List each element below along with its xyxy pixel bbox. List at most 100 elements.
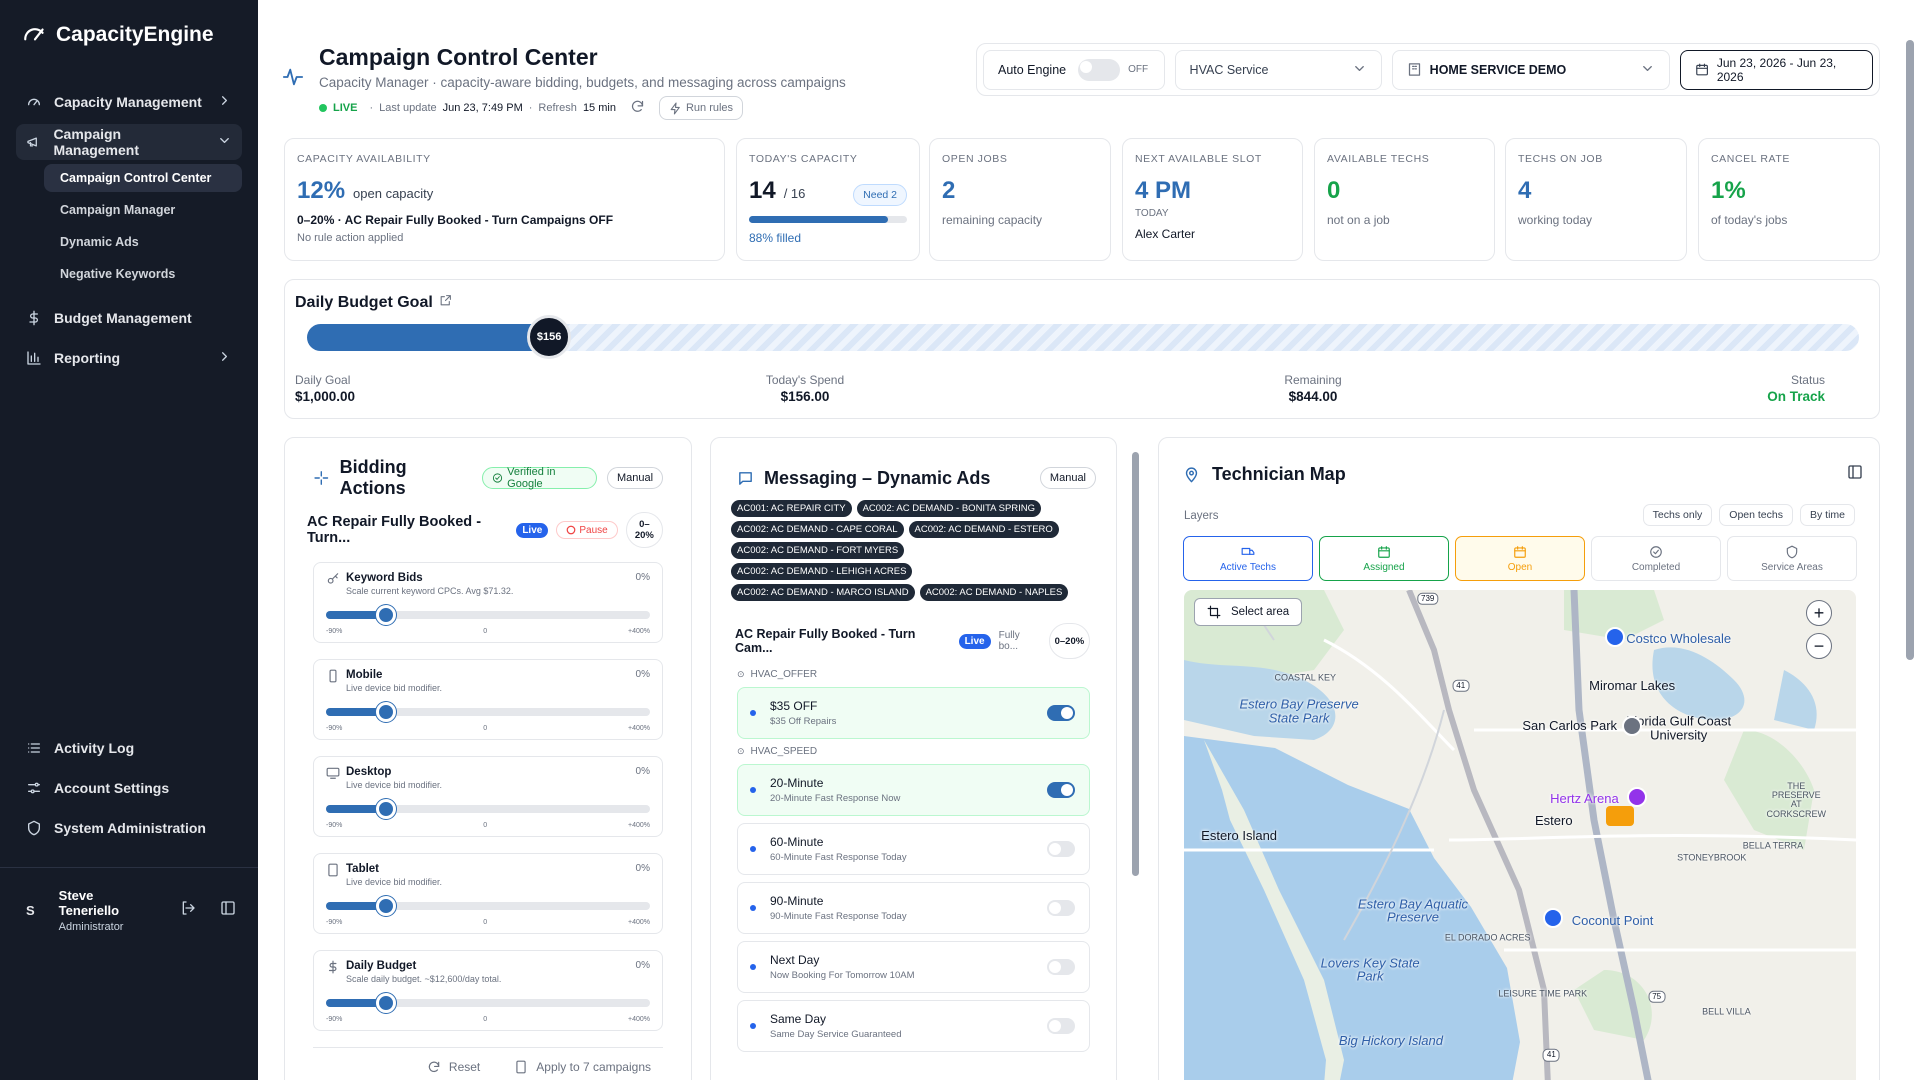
- tech-truck[interactable]: [1605, 805, 1634, 826]
- layer-button[interactable]: Service Areas: [1727, 536, 1857, 581]
- nav-item[interactable]: System Administration: [16, 810, 242, 846]
- icon: [28, 98, 40, 106]
- layer-button[interactable]: Open: [1455, 536, 1585, 581]
- zoom-button[interactable]: −: [1806, 633, 1832, 659]
- toggle[interactable]: [1047, 1018, 1075, 1034]
- last-update-label: Last update: [379, 102, 437, 114]
- mode: Manual: [606, 467, 664, 489]
- panel-title: Messaging – Dynamic Ads: [764, 467, 991, 488]
- collapse[interactable]: [220, 900, 236, 921]
- zoom-button[interactable]: +: [1806, 600, 1832, 626]
- sub-nav-item[interactable]: Negative Keywords: [60, 267, 176, 281]
- icon-part: [1408, 63, 1420, 76]
- toggle[interactable]: [1047, 959, 1075, 975]
- nav-item[interactable]: Capacity Management: [16, 84, 242, 120]
- nav-item[interactable]: Account Settings: [16, 770, 242, 806]
- icon: [221, 901, 235, 915]
- toggle[interactable]: [1047, 841, 1075, 857]
- nav-item[interactable]: Activity Log: [16, 730, 242, 766]
- icon-part: [1378, 546, 1390, 558]
- toggle[interactable]: [1047, 705, 1075, 721]
- progress-fill: [749, 216, 889, 223]
- layer-label: Completed: [1631, 561, 1681, 573]
- icon-part: [222, 96, 227, 105]
- slider-head: Daily Budget Scale daily budget. ~$12,600…: [326, 960, 650, 984]
- icon-part: [29, 310, 38, 326]
- message-desc: Now Booking For Tomorrow 10AM: [770, 970, 915, 981]
- toggle[interactable]: [1047, 900, 1075, 916]
- icon: [1378, 545, 1390, 558]
- apply[interactable]: Apply to 7 campaigns: [514, 1060, 651, 1074]
- date-range[interactable]: Jun 23, 2026 - Jun 23, 2026: [1679, 49, 1873, 90]
- toggle[interactable]: [1078, 58, 1121, 81]
- slider-thumb[interactable]: [375, 993, 396, 1013]
- tag[interactable]: AC002: AC DEMAND - CAPE CORAL: [731, 521, 904, 538]
- slider-track[interactable]: [326, 993, 650, 1013]
- layer-button[interactable]: Assigned: [1319, 536, 1449, 581]
- sub-nav-item[interactable]: Dynamic Ads: [60, 235, 139, 249]
- toggle[interactable]: [1047, 782, 1075, 798]
- filter[interactable]: Open techs: [1719, 504, 1793, 526]
- icon: [670, 102, 680, 114]
- kpi-value: 14: [749, 177, 776, 204]
- slider-track[interactable]: [326, 799, 650, 819]
- tag[interactable]: AC002: AC DEMAND - MARCO ISLAND: [731, 584, 915, 601]
- nav-item[interactable]: Reporting: [16, 340, 242, 376]
- kpi-value: 4: [1518, 177, 1532, 204]
- slider-thumb[interactable]: [375, 605, 396, 625]
- slider-thumb[interactable]: [375, 799, 396, 819]
- account-select[interactable]: HOME SERVICE DEMO: [1391, 49, 1670, 90]
- map-pin: [1627, 786, 1648, 807]
- reset[interactable]: Reset: [427, 1060, 480, 1074]
- sub-nav-item[interactable]: Campaign Control Center: [44, 164, 242, 192]
- icon-part: [28, 820, 40, 836]
- layer-button[interactable]: Active Techs: [1183, 536, 1313, 581]
- icon-part: [1189, 470, 1194, 476]
- account: HOME SERVICE DEMO: [1429, 62, 1567, 77]
- filter[interactable]: Techs only: [1642, 504, 1713, 526]
- live: LIVE: [333, 102, 358, 114]
- filter[interactable]: By time: [1799, 504, 1855, 526]
- apply-label: Apply to 7 campaigns: [536, 1060, 651, 1074]
- icon: [24, 28, 44, 41]
- slider-track[interactable]: [326, 702, 650, 722]
- tag[interactable]: AC002: AC DEMAND - ESTERO: [908, 521, 1059, 538]
- slider-track[interactable]: [326, 896, 650, 916]
- layer-label: Service Areas: [1761, 561, 1823, 573]
- slider-fill: [326, 708, 386, 716]
- pause[interactable]: Pause: [556, 521, 618, 539]
- expand[interactable]: [1847, 464, 1863, 485]
- icon-part: [1411, 65, 1417, 70]
- refresh-icon[interactable]: [630, 99, 645, 117]
- slider-thumb[interactable]: [375, 896, 396, 916]
- sub-nav-item[interactable]: Campaign Manager: [60, 203, 176, 217]
- message-title: 20-Minute: [770, 776, 824, 790]
- run-rules[interactable]: Run rules: [658, 96, 744, 120]
- slider-fill: [326, 999, 386, 1007]
- tag[interactable]: AC001: AC REPAIR CITY: [731, 500, 852, 517]
- service-select[interactable]: HVAC Service: [1174, 49, 1382, 90]
- icon: [566, 525, 576, 535]
- slider-track[interactable]: [326, 605, 650, 625]
- slider-thumb[interactable]: [375, 702, 396, 722]
- icon-part: ⊙: [737, 669, 745, 679]
- select-area[interactable]: Select area: [1194, 598, 1303, 626]
- icon-part: [329, 669, 337, 683]
- logout[interactable]: [180, 900, 196, 921]
- tag[interactable]: AC002: AC DEMAND - BONITA SPRING: [856, 500, 1042, 517]
- tag[interactable]: AC002: AC DEMAND - LEHIGH ACRES: [731, 563, 913, 580]
- nav-item[interactable]: Budget Management: [16, 300, 242, 336]
- icon-part: [1570, 590, 1652, 1080]
- budget-stat: Daily Goal $1,000.00: [295, 373, 495, 404]
- scale-min: -90%: [326, 822, 343, 829]
- tag[interactable]: AC002: AC DEMAND - FORT MYERS: [731, 542, 905, 559]
- run-rules-label: Run rules: [685, 102, 734, 114]
- icon: [1241, 547, 1255, 555]
- layer-button[interactable]: Completed: [1591, 536, 1721, 581]
- icon-part: [1652, 647, 1745, 720]
- external-link[interactable]: [439, 294, 452, 312]
- nav-item[interactable]: Campaign Management: [16, 124, 242, 160]
- budget-thumb[interactable]: $156: [527, 315, 572, 359]
- tag[interactable]: AC002: AC DEMAND - NAPLES: [919, 584, 1069, 601]
- slider-scale: -90% 0 +400%: [326, 725, 650, 732]
